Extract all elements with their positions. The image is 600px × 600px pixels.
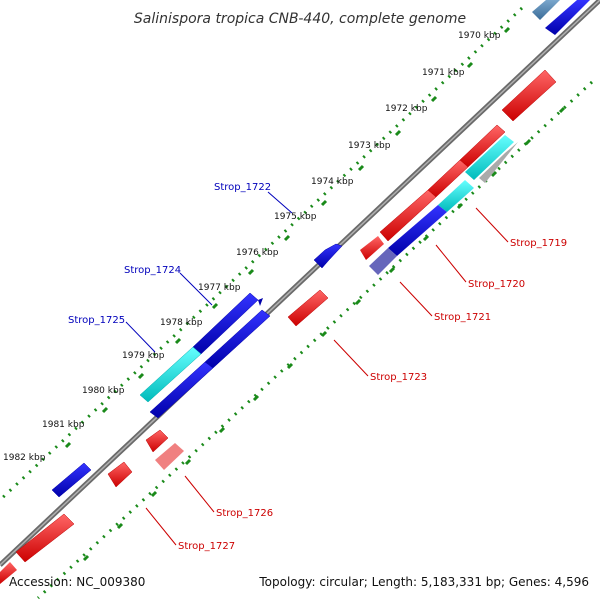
reverse-genes <box>0 69 557 584</box>
tick-ring-inner <box>36 80 594 600</box>
gene-label-strop-1725[interactable]: Strop_1725 <box>68 315 125 326</box>
gene-strop-1729 <box>51 462 92 498</box>
gene-label-strop-1726[interactable]: Strop_1726 <box>216 508 273 519</box>
accession-text: Accession: NC_009380 <box>9 575 145 589</box>
inner-major-ticks <box>82 106 566 562</box>
outer-major-ticks <box>64 26 511 449</box>
gene-strop-1721b <box>388 205 447 256</box>
tick-labels: 1970 kbp 1971 kbp 1972 kbp 1973 kbp 1974… <box>3 31 501 463</box>
tick-label-1975: 1975 kbp <box>274 212 317 222</box>
tick-label-1980: 1980 kbp <box>82 386 125 396</box>
gene-strop-1728 <box>15 513 75 563</box>
gene-strop-1727[interactable] <box>107 461 133 488</box>
gene-strop-1730 <box>0 562 17 584</box>
genome-backbone <box>0 0 600 567</box>
tick-label-1981: 1981 kbp <box>42 420 85 430</box>
gene-strop-1726b <box>155 443 184 470</box>
forward-genes <box>51 0 590 498</box>
tick-label-1978: 1978 kbp <box>160 318 203 328</box>
gene-label-strop-1722[interactable]: Strop_1722 <box>214 182 271 193</box>
gene-strop-1717 <box>545 0 590 35</box>
tick-label-1973: 1973 kbp <box>348 141 391 151</box>
tick-label-1979: 1979 kbp <box>122 351 165 361</box>
tick-label-1971: 1971 kbp <box>422 68 465 78</box>
gene-strop-1725c <box>149 361 214 419</box>
gene-label-strop-1720[interactable]: Strop_1720 <box>468 279 525 290</box>
tick-label-1970: 1970 kbp <box>458 31 501 41</box>
gene-label-strop-1719[interactable]: Strop_1719 <box>510 238 567 249</box>
tick-label-1982: 1982 kbp <box>3 453 46 463</box>
tick-label-1977: 1977 kbp <box>198 283 241 293</box>
gene-strop-1721d <box>360 236 384 260</box>
tick-label-1974: 1974 kbp <box>311 177 354 187</box>
tick-label-1976: 1976 kbp <box>236 248 279 258</box>
gene-label-strop-1724[interactable]: Strop_1724 <box>124 265 181 276</box>
gene-strop-1716 <box>532 0 560 20</box>
gene-strop-1722[interactable] <box>313 243 343 269</box>
gene-strop-1719c <box>479 142 518 183</box>
gene-labels: Strop_1722 Strop_1724 Strop_1725 Strop_1… <box>68 182 567 552</box>
gene-strop-1719b <box>465 135 514 180</box>
genome-summary-text: Topology: circular; Length: 5,183,331 bp… <box>258 575 589 589</box>
gene-strop-1721[interactable] <box>379 189 437 242</box>
gene-strop-1718 <box>501 69 557 122</box>
gene-strop-1726[interactable] <box>145 429 169 453</box>
gene-strop-1720b <box>438 180 474 212</box>
gene-strop-1725b <box>258 298 263 306</box>
leader-lines <box>125 191 509 546</box>
gene-strop-1725[interactable] <box>139 346 202 403</box>
tick-label-1972: 1972 kbp <box>385 104 428 114</box>
gene-label-strop-1723[interactable]: Strop_1723 <box>370 372 427 383</box>
gene-label-strop-1727[interactable]: Strop_1727 <box>178 541 235 552</box>
gene-strop-1723[interactable] <box>287 289 329 327</box>
map-title: Salinispora tropica CNB-440, complete ge… <box>134 11 466 27</box>
gene-label-strop-1721[interactable]: Strop_1721 <box>434 312 491 323</box>
gene-strop-1721c <box>369 248 397 275</box>
